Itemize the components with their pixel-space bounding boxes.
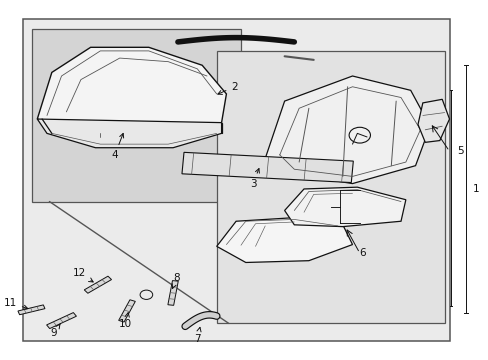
Polygon shape xyxy=(284,187,405,226)
Polygon shape xyxy=(417,99,448,142)
Polygon shape xyxy=(37,119,221,148)
Text: 4: 4 xyxy=(111,134,123,160)
Text: 12: 12 xyxy=(72,268,93,282)
Bar xyxy=(32,30,241,202)
Polygon shape xyxy=(216,218,352,262)
Polygon shape xyxy=(37,47,226,137)
Text: 10: 10 xyxy=(119,313,132,329)
Text: 2: 2 xyxy=(217,82,237,94)
Bar xyxy=(22,19,448,341)
Polygon shape xyxy=(182,152,353,183)
Text: 9: 9 xyxy=(50,323,61,338)
Text: 3: 3 xyxy=(249,168,259,189)
Text: 7: 7 xyxy=(194,327,201,343)
Polygon shape xyxy=(84,276,111,293)
Polygon shape xyxy=(167,280,178,305)
Text: 1: 1 xyxy=(472,184,478,194)
Bar xyxy=(216,51,444,323)
Text: 8: 8 xyxy=(172,273,180,288)
Text: 5: 5 xyxy=(456,146,463,156)
Polygon shape xyxy=(18,305,45,315)
Polygon shape xyxy=(264,76,429,184)
Text: 11: 11 xyxy=(3,298,28,309)
Text: 6: 6 xyxy=(358,248,365,258)
Polygon shape xyxy=(119,300,135,322)
Polygon shape xyxy=(46,312,76,329)
